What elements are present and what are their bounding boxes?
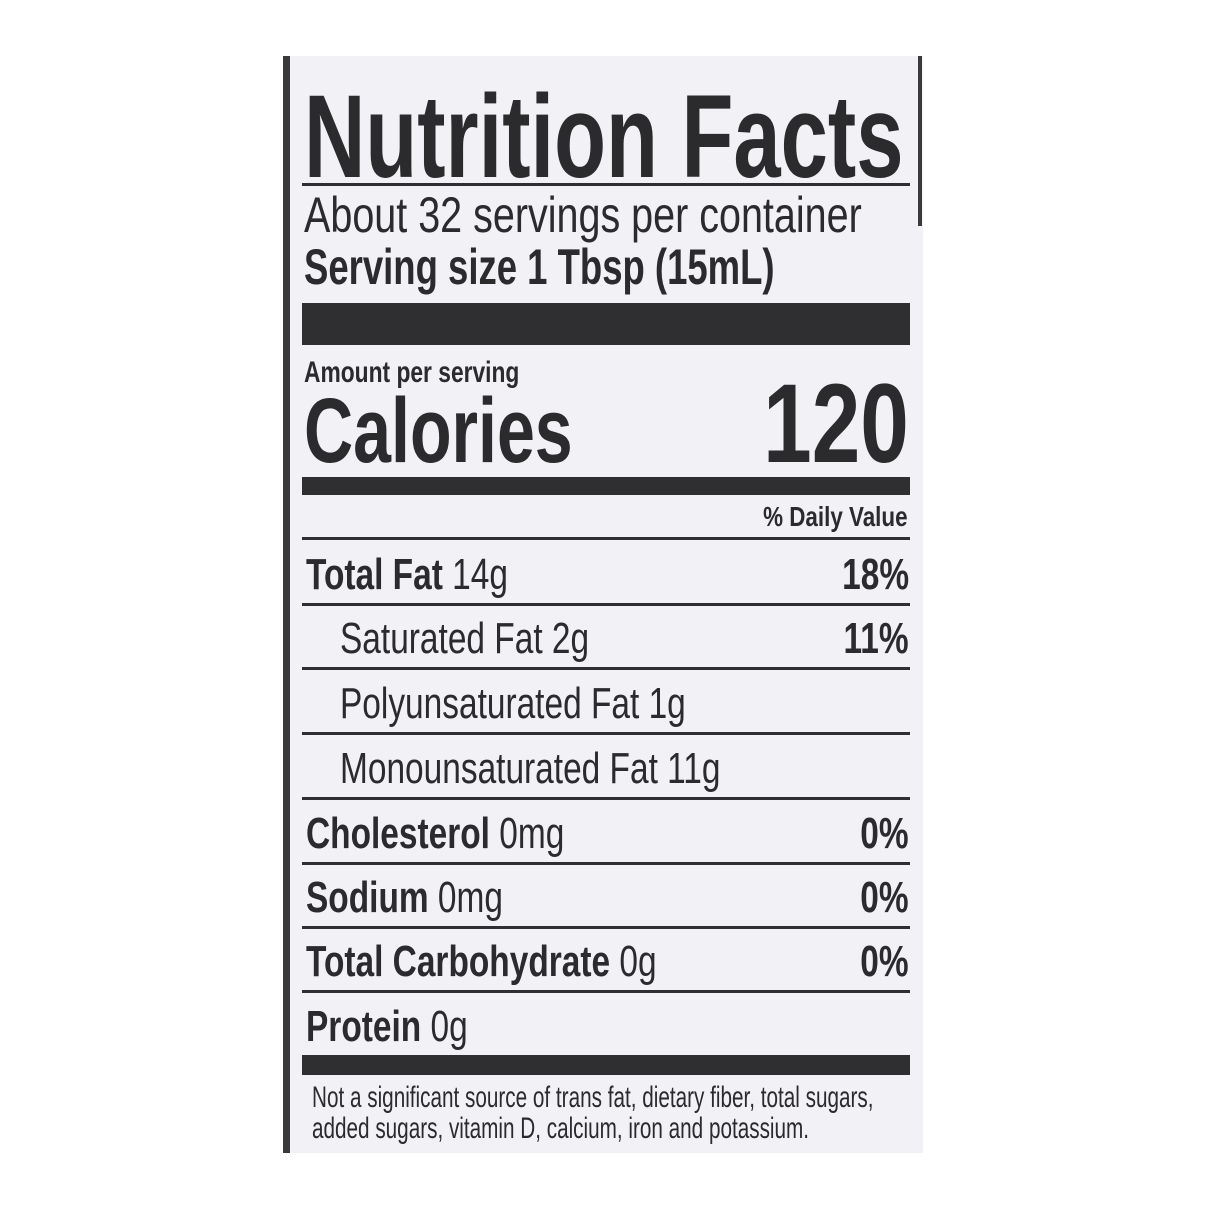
nutrient-row: Saturated Fat 2g bbox=[340, 617, 589, 661]
nutrient-name: Total Carbohydrate bbox=[306, 937, 611, 986]
nutrient-amount: 0mg bbox=[437, 873, 503, 922]
footnote-line-2: added sugars, vitamin D, calcium, iron a… bbox=[312, 1112, 810, 1145]
nutrient-row: Protein 0g bbox=[306, 1005, 468, 1049]
nutrient-amount: 0g bbox=[430, 1002, 468, 1051]
divider bbox=[302, 667, 910, 670]
nutrient-name: Protein bbox=[306, 1002, 422, 1051]
nutrient-name: Total Fat bbox=[306, 550, 443, 599]
divider bbox=[302, 537, 910, 540]
nutrient-daily-value: 18% bbox=[842, 550, 909, 599]
nutrient-name: Saturated Fat bbox=[340, 614, 543, 663]
nutrient-row: Polyunsaturated Fat 1g bbox=[340, 682, 686, 726]
nutrient-daily-value: 0% bbox=[860, 809, 909, 858]
nutrient-amount: 0g bbox=[619, 937, 657, 986]
serving-size-value: 1 Tbsp (15mL) bbox=[527, 239, 775, 295]
nutrient-daily-value: 0% bbox=[860, 937, 909, 986]
calories-label: Calories bbox=[304, 380, 573, 482]
nutrient-row: Total Fat 14g bbox=[306, 553, 508, 597]
nutrient-row: Total Carbohydrate 0g bbox=[306, 940, 657, 984]
footnote-line-1: Not a significant source of trans fat, d… bbox=[312, 1081, 874, 1114]
nutrient-name: Cholesterol bbox=[306, 809, 490, 858]
amount-per-serving: Amount per serving bbox=[304, 356, 520, 389]
nutrient-amount: 11g bbox=[667, 744, 721, 793]
thick-divider bbox=[302, 1055, 910, 1075]
nutrient-daily-value: 11% bbox=[843, 614, 909, 663]
nutrient-daily-value: 0% bbox=[860, 873, 909, 922]
nutrient-amount: 2g bbox=[551, 614, 590, 663]
divider bbox=[302, 183, 910, 186]
nutrient-row: Cholesterol 0mg bbox=[306, 812, 564, 856]
divider bbox=[302, 732, 910, 735]
nutrient-amount: 14g bbox=[452, 550, 508, 599]
nutrient-row: Sodium 0mg bbox=[306, 876, 503, 920]
nutrient-name: Sodium bbox=[306, 873, 429, 922]
thick-divider bbox=[302, 477, 910, 495]
nutrient-name: Monounsaturated Fat bbox=[340, 744, 658, 793]
divider bbox=[302, 926, 910, 929]
nutrient-row: Monounsaturated Fat 11g bbox=[340, 747, 720, 791]
calories-value: 120 bbox=[763, 361, 909, 486]
serving-size-label: Serving size bbox=[304, 239, 518, 295]
nutrient-amount: 0mg bbox=[499, 809, 565, 858]
serving-size: Serving size 1 Tbsp (15mL) bbox=[304, 242, 775, 292]
thick-divider bbox=[302, 303, 910, 345]
divider bbox=[302, 990, 910, 993]
nutrient-name: Polyunsaturated Fat bbox=[340, 679, 640, 728]
divider bbox=[302, 797, 910, 800]
label-title: Nutrition Facts bbox=[304, 71, 904, 203]
divider bbox=[302, 862, 910, 865]
daily-value-header: % Daily Value bbox=[763, 501, 908, 532]
nutrient-amount: 1g bbox=[648, 679, 686, 728]
divider bbox=[302, 603, 910, 606]
servings-per-container: About 32 servings per container bbox=[304, 187, 862, 243]
label-right-border bbox=[918, 56, 922, 226]
